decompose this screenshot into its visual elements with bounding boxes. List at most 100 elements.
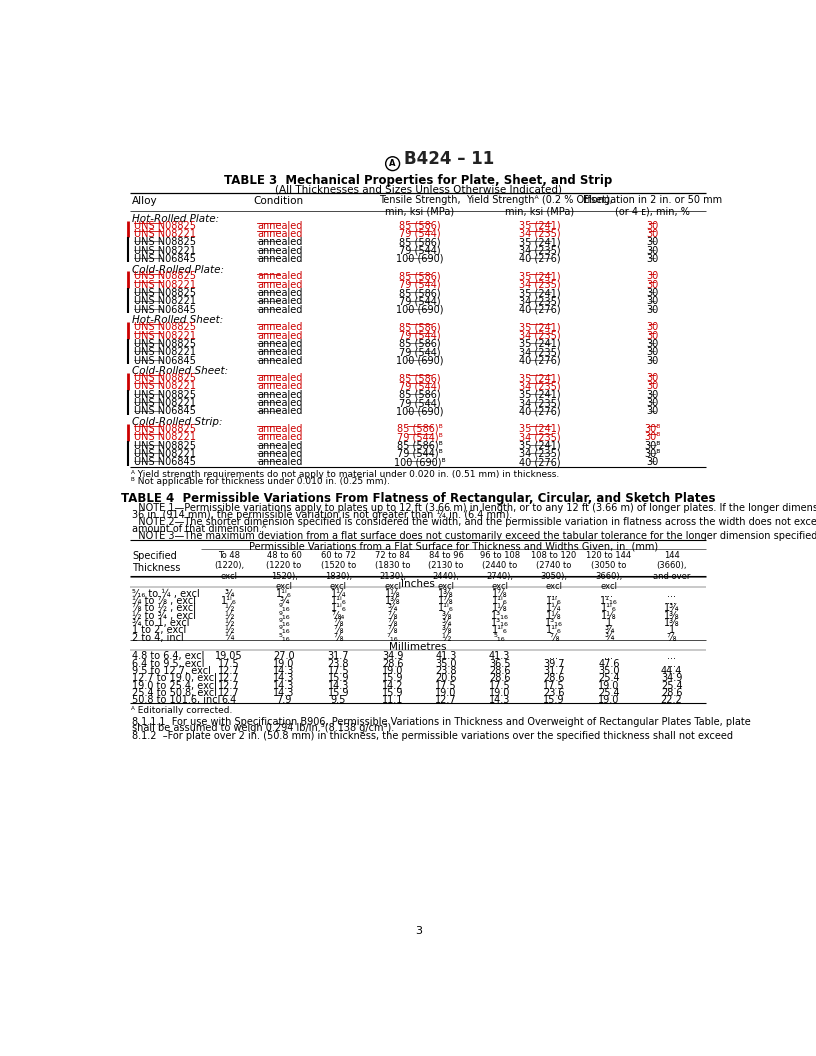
Text: 34 (235): 34 (235)	[519, 280, 561, 289]
Text: 84 to 96
(2130 to
2440),
excl: 84 to 96 (2130 to 2440), excl	[428, 551, 463, 591]
Text: annealed: annealed	[257, 356, 303, 365]
Text: 12.7: 12.7	[219, 681, 240, 691]
Text: 1¼: 1¼	[546, 603, 561, 614]
Text: 30ᴮ: 30ᴮ	[644, 449, 660, 459]
Text: 8.1.1.1  For use with Specification B906, Permissible Variations in Thickness an: 8.1.1.1 For use with Specification B906,…	[132, 717, 751, 727]
Text: ⅞: ⅞	[388, 618, 397, 628]
Text: 1⅛: 1⅛	[601, 610, 617, 621]
Text: ⁷₁₆: ⁷₁₆	[387, 633, 398, 643]
Text: ½: ½	[224, 618, 234, 628]
Text: 12.7: 12.7	[219, 674, 240, 683]
Text: ⅜: ⅜	[441, 625, 451, 636]
Text: 1¹₁₆: 1¹₁₆	[600, 596, 618, 606]
Text: 1¹ⁱ₆: 1¹ⁱ₆	[330, 596, 346, 606]
Text: 34 (235): 34 (235)	[519, 449, 561, 459]
Text: 79 (544): 79 (544)	[399, 347, 441, 357]
Text: annealed: annealed	[257, 305, 303, 315]
Text: Cold-Rolled Plate:: Cold-Rolled Plate:	[132, 265, 224, 275]
Text: 34 (235): 34 (235)	[519, 381, 561, 392]
Text: 23.8: 23.8	[328, 659, 349, 668]
Text: 34.9: 34.9	[661, 674, 682, 683]
Text: UNS N08825: UNS N08825	[134, 238, 196, 247]
Text: 19.0: 19.0	[273, 659, 295, 668]
Text: 15.9: 15.9	[543, 695, 565, 705]
Text: 14.3: 14.3	[273, 674, 295, 683]
Text: annealed: annealed	[257, 457, 303, 467]
Text: ¾: ¾	[279, 596, 289, 606]
Text: annealed: annealed	[257, 347, 303, 357]
Text: 35.0: 35.0	[436, 659, 457, 668]
Text: 28.6: 28.6	[661, 689, 682, 698]
Text: ⅞: ⅞	[667, 633, 676, 643]
Text: 100 (690): 100 (690)	[396, 253, 444, 264]
Text: ⅞: ⅞	[549, 633, 559, 643]
Text: 30: 30	[646, 407, 659, 416]
Text: ...: ...	[667, 652, 676, 661]
Text: ⁵₁₆: ⁵₁₆	[278, 633, 290, 643]
Text: annealed: annealed	[257, 331, 303, 341]
Text: 12.7 to 19.0, excl: 12.7 to 19.0, excl	[132, 674, 217, 683]
Text: 25.4: 25.4	[661, 681, 682, 691]
Text: 30: 30	[646, 271, 659, 282]
Text: Permissible Variations from a Flat Surface for Thickness and Widths Given, in. (: Permissible Variations from a Flat Surfa…	[249, 542, 659, 551]
Text: 120 to 144
(3050 to
3660),
excl: 120 to 144 (3050 to 3660), excl	[586, 551, 632, 591]
Text: ⁵⁄₁₆ to ¼ , excl: ⁵⁄₁₆ to ¼ , excl	[132, 589, 200, 599]
Text: ¼ to ⅞ , excl: ¼ to ⅞ , excl	[132, 596, 196, 606]
Text: 85 (586): 85 (586)	[399, 238, 441, 247]
Text: 14.3: 14.3	[273, 689, 295, 698]
Text: UNS N08825: UNS N08825	[134, 440, 196, 451]
Text: 17.5: 17.5	[327, 666, 349, 676]
Text: 25.4: 25.4	[598, 689, 619, 698]
Text: 35 (241): 35 (241)	[519, 271, 561, 282]
Text: amount of that dimension.ᴬ: amount of that dimension.ᴬ	[132, 524, 267, 534]
Text: 35 (241): 35 (241)	[519, 373, 561, 383]
Text: 34 (235): 34 (235)	[519, 347, 561, 357]
Text: ⅜: ⅜	[441, 610, 451, 621]
Text: 1⅞: 1⅞	[492, 589, 508, 599]
Text: annealed: annealed	[257, 390, 303, 400]
Text: 19.0: 19.0	[436, 689, 457, 698]
Text: 35 (241): 35 (241)	[519, 221, 561, 230]
Text: 50.8 to 101.6, incl: 50.8 to 101.6, incl	[132, 695, 220, 705]
Text: annealed: annealed	[257, 280, 303, 289]
Text: annealed: annealed	[257, 271, 303, 282]
Text: UNS N06845: UNS N06845	[134, 253, 196, 264]
Text: annealed: annealed	[257, 229, 303, 239]
Text: NOTE 2—The shorter dimension specified is considered the width, and the permissi: NOTE 2—The shorter dimension specified i…	[132, 517, 816, 527]
Text: 40 (276): 40 (276)	[519, 356, 561, 365]
Text: 1⅞: 1⅞	[438, 596, 454, 606]
Text: 30: 30	[646, 457, 659, 467]
Text: ½: ½	[224, 625, 234, 636]
Text: (All Thicknesses and Sizes Unless Otherwise Indicated): (All Thicknesses and Sizes Unless Otherw…	[275, 185, 561, 194]
Text: 1³₁₆: 1³₁₆	[490, 610, 508, 621]
Text: ...: ...	[667, 596, 676, 606]
Text: 30: 30	[646, 238, 659, 247]
Text: 30: 30	[646, 339, 659, 348]
Text: ⅞: ⅞	[334, 618, 343, 628]
Text: 15.9: 15.9	[328, 689, 349, 698]
Text: ⅞: ⅞	[334, 625, 343, 636]
Text: 1¹ⁱ₆: 1¹ⁱ₆	[277, 589, 292, 599]
Text: 14.3: 14.3	[489, 695, 510, 705]
Text: 19.0 to 25.4, excl: 19.0 to 25.4, excl	[132, 681, 217, 691]
Text: UNS N08825: UNS N08825	[134, 423, 196, 434]
Text: 41.3: 41.3	[436, 652, 457, 661]
Text: 7.9: 7.9	[277, 695, 292, 705]
Text: UNS N08825: UNS N08825	[134, 288, 196, 298]
Text: 85 (586): 85 (586)	[399, 271, 441, 282]
Text: ½: ½	[441, 633, 451, 643]
Text: 1⅜: 1⅜	[385, 596, 401, 606]
Text: 30: 30	[646, 331, 659, 341]
Text: 19.0: 19.0	[382, 666, 403, 676]
Text: 30ᴮ: 30ᴮ	[644, 440, 660, 451]
Text: UNS N08221: UNS N08221	[134, 331, 196, 341]
Text: 9.5 to 12.7, excl: 9.5 to 12.7, excl	[132, 666, 211, 676]
Text: 85 (586): 85 (586)	[399, 322, 441, 333]
Text: ⅞: ⅞	[388, 610, 397, 621]
Text: 30ᴮ: 30ᴮ	[644, 432, 660, 442]
Text: UNS N08825: UNS N08825	[134, 322, 196, 333]
Text: 22.2: 22.2	[661, 695, 682, 705]
Text: 30: 30	[646, 229, 659, 239]
Text: 23.6: 23.6	[543, 689, 565, 698]
Text: 31.7: 31.7	[543, 666, 565, 676]
